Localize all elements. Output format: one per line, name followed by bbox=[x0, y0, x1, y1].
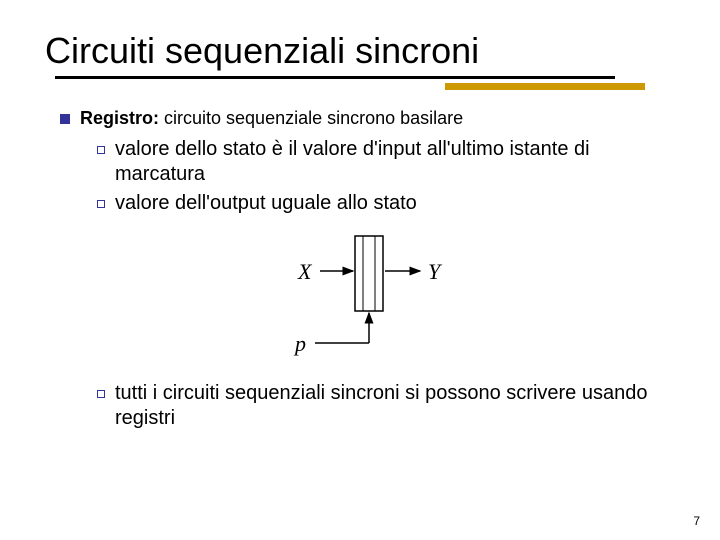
register-box bbox=[355, 236, 383, 311]
register-diagram: X Y p bbox=[210, 231, 510, 371]
p-label: p bbox=[295, 331, 306, 357]
bullet-level2: tutti i circuiti sequenziali sincroni si… bbox=[97, 381, 675, 431]
bullet-bold: Registro: bbox=[80, 108, 159, 128]
bullet-outline-icon bbox=[97, 200, 105, 208]
title-underlines bbox=[55, 76, 675, 90]
bullet2-text: valore dell'output uguale allo stato bbox=[115, 191, 417, 216]
bullet-outline-icon bbox=[97, 390, 105, 398]
slide-title: Circuiti sequenziali sincroni bbox=[45, 30, 675, 72]
bullet-level1: Registro: circuito sequenziale sincrono … bbox=[60, 108, 675, 129]
bullet-rest: circuito sequenziale sincrono basilare bbox=[159, 108, 463, 128]
bullet-level2: valore dello stato è il valore d'input a… bbox=[97, 137, 675, 187]
page-number: 7 bbox=[693, 514, 700, 528]
bullet2-text: valore dello stato è il valore d'input a… bbox=[115, 137, 675, 187]
underline-black bbox=[55, 76, 615, 79]
bullet-text: Registro: circuito sequenziale sincrono … bbox=[80, 108, 463, 129]
y-label: Y bbox=[428, 259, 440, 285]
x-label: X bbox=[298, 259, 311, 285]
bullet-square-icon bbox=[60, 114, 70, 124]
slide: Circuiti sequenziali sincroni Registro: … bbox=[0, 0, 720, 540]
bullet-outline-icon bbox=[97, 146, 105, 154]
bullet-level2: valore dell'output uguale allo stato bbox=[97, 191, 675, 216]
underline-gold bbox=[445, 83, 645, 90]
bullet2-text: tutti i circuiti sequenziali sincroni si… bbox=[115, 381, 675, 431]
diagram-svg bbox=[210, 231, 510, 371]
